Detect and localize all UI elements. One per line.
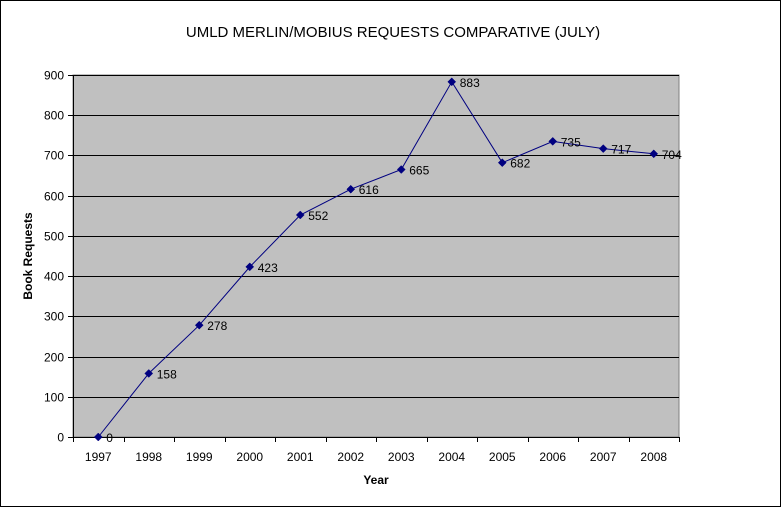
y-axis-title: Book Requests	[21, 212, 35, 300]
data-point-marker	[396, 165, 406, 174]
x-tick-label: 2001	[287, 450, 314, 464]
data-point-marker	[497, 158, 507, 168]
y-tick-label: 900	[44, 69, 64, 83]
y-tick-label: 600	[44, 190, 64, 204]
x-tick-label: 2000	[236, 450, 263, 464]
data-label: 717	[611, 143, 631, 157]
y-tick-label: 200	[44, 351, 64, 365]
data-label: 616	[359, 183, 379, 197]
data-point-marker	[346, 184, 356, 194]
x-tick-label: 1997	[85, 450, 112, 464]
data-point-marker	[548, 137, 558, 146]
x-axis-ticks: 1997 1998 1999 2000 2001 2002 2003 2004 2005 2006…	[73, 437, 680, 464]
x-tick-label: 2007	[590, 450, 617, 464]
gridlines	[73, 75, 679, 398]
data-label: 158	[157, 367, 177, 381]
x-tick-label: 2008	[640, 450, 667, 464]
x-tick-label: 1999	[186, 450, 213, 464]
y-tick-label: 300	[44, 310, 64, 324]
series-line	[97, 80, 654, 438]
x-tick-label: 2006	[539, 450, 566, 464]
data-labels: 0 158 278 423 552 616 665 883 682 735 717 704	[106, 76, 682, 445]
data-point-marker	[144, 369, 154, 378]
data-point-marker	[93, 432, 103, 442]
y-tick-label: 500	[44, 230, 64, 244]
x-tick-label: 1998	[135, 450, 162, 464]
data-point-marker	[598, 144, 608, 153]
data-point-marker	[245, 262, 255, 272]
data-point-marker	[295, 210, 305, 220]
data-label: 0	[106, 431, 113, 445]
data-label: 735	[561, 135, 581, 149]
data-label: 883	[460, 76, 480, 90]
x-tick-label: 2002	[337, 450, 364, 464]
data-label: 552	[308, 209, 328, 223]
data-label: 423	[258, 261, 278, 275]
y-axis-ticks: 0 100 200 300 400 500 600 700 800 900	[44, 69, 73, 445]
data-point-marker	[447, 77, 457, 87]
x-tick-label: 2003	[388, 450, 415, 464]
y-tick-label: 800	[44, 109, 64, 123]
data-point-marker	[194, 320, 204, 330]
y-tick-label: 100	[44, 391, 64, 405]
x-tick-label: 2005	[489, 450, 516, 464]
data-label: 278	[207, 319, 227, 333]
data-label: 665	[409, 164, 429, 178]
y-tick-label: 0	[57, 431, 64, 445]
chart-title: UMLD MERLIN/MOBIUS REQUESTS COMPARATIVE …	[186, 24, 600, 41]
x-axis-title: Year	[363, 473, 389, 487]
data-point-marker	[649, 149, 659, 159]
x-tick-label: 2004	[438, 450, 465, 464]
data-label: 682	[510, 157, 530, 171]
y-tick-label: 400	[44, 270, 64, 284]
series	[93, 77, 659, 442]
data-label: 704	[662, 148, 682, 162]
y-tick-label: 700	[44, 149, 64, 163]
plot-area	[72, 74, 680, 438]
